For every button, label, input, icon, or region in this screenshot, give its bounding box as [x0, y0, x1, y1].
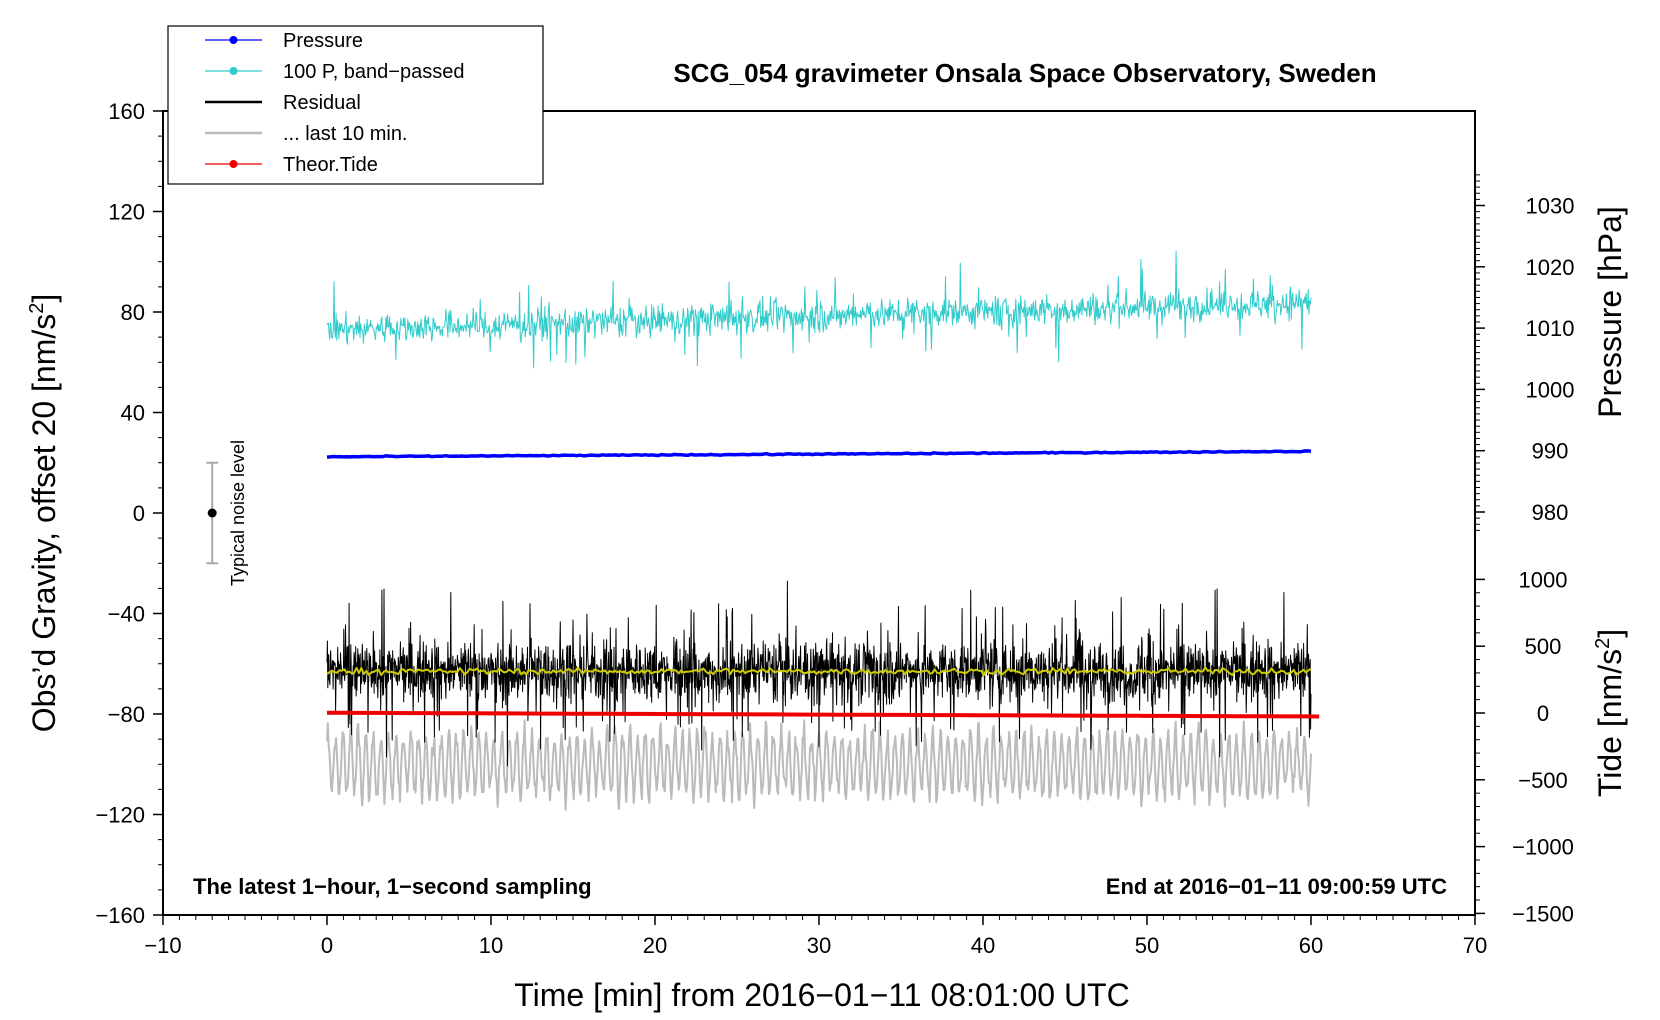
y-left-tick-label: −120: [95, 803, 145, 828]
noise-bar-center: [207, 508, 217, 518]
tide-axis-title: Tide [nm/s2]: [1592, 629, 1628, 797]
pressure-tick-label: 1020: [1526, 255, 1575, 280]
legend-box: [167, 25, 544, 185]
y-left-tick-label: −80: [108, 702, 145, 727]
y-left-tick-label: −160: [95, 903, 145, 928]
tide-tick-label: 1000: [1519, 567, 1568, 592]
x-tick-label: 70: [1463, 933, 1487, 958]
pressure-tick-label: 980: [1532, 500, 1569, 525]
legend-label: Pressure: [283, 30, 363, 52]
legend-label: ... last 10 min.: [283, 123, 408, 145]
x-tick-label: −10: [144, 933, 181, 958]
legend-marker: [229, 36, 238, 44]
x-axis-ticks: −10 0 10 20 30 40 50 60 70: [144, 915, 1487, 958]
tide-axis-ticks: 1000 500 0 −500 −1000 −1500: [1475, 567, 1574, 926]
x-tick-label: 40: [971, 933, 995, 958]
x-tick-label: 50: [1135, 933, 1159, 958]
tide-tick-label: 0: [1537, 701, 1549, 726]
x-axis-title: Time [min] from 2016−01−11 08:01:00 UTC: [514, 977, 1129, 1013]
pressure-axis-title: Pressure [hPa]: [1592, 206, 1628, 418]
pressure-axis-ticks: 1030 1020 1010 1000 990 980: [1475, 174, 1575, 531]
y-left-tick-label: −40: [108, 602, 145, 627]
legend-marker: [229, 67, 238, 75]
y-axis-left-ticks: 160 120 80 40 0 −40 −80 −120 −160: [95, 99, 163, 928]
tide-unit-sup: 2: [1592, 638, 1614, 649]
y-left-tick-label: 40: [121, 401, 145, 426]
annotation-sampling: The latest 1−hour, 1−second sampling: [193, 874, 592, 899]
pressure-tick-label: 1030: [1526, 194, 1575, 219]
legend-label: 100 P, band−passed: [283, 61, 464, 83]
pressure-line: [326, 449, 1312, 459]
noise-level-label: Typical noise level: [228, 440, 248, 586]
residual-line: [326, 580, 1312, 767]
legend-label: Theor.Tide: [283, 154, 378, 176]
left-unit-sup: 2: [26, 303, 48, 314]
tide-tick-label: −500: [1518, 768, 1568, 793]
legend: Pressure 100 P, band−passed Residual ... la…: [167, 25, 544, 185]
theoretical-tide-line: [326, 710, 1320, 719]
y-left-tick-label: 0: [133, 501, 145, 526]
pressure-tick-label: 1010: [1526, 316, 1575, 341]
x-tick-label: 20: [643, 933, 667, 958]
x-tick-label: 60: [1299, 933, 1323, 958]
band-passed-pressure-line: [326, 250, 1312, 369]
y-left-tick-label: 120: [108, 200, 145, 225]
legend-label: Residual: [283, 92, 361, 114]
noise-level-indicator: Typical noise level: [206, 440, 248, 586]
x-tick-label: 0: [321, 933, 333, 958]
x-tick-label: 30: [807, 933, 831, 958]
y-left-tick-label: 160: [108, 99, 145, 124]
chart-title: SCG_054 gravimeter Onsala Space Observat…: [673, 58, 1376, 88]
tide-tick-label: 500: [1525, 634, 1562, 659]
tide-tick-label: −1000: [1512, 835, 1574, 860]
legend-marker: [229, 160, 238, 168]
y-axis-left-title: Obs’d Gravity, offset 20 [nm/s2]: [26, 294, 62, 733]
series-layer: [326, 250, 1320, 811]
x-tick-label: 10: [479, 933, 503, 958]
y-left-tick-label: 80: [121, 300, 145, 325]
pressure-tick-label: 1000: [1526, 377, 1575, 402]
tide-tick-label: −1500: [1512, 901, 1574, 926]
pressure-tick-label: 990: [1532, 439, 1569, 464]
annotation-end-time: End at 2016−01−11 09:00:59 UTC: [1106, 874, 1447, 899]
smoothed-residual-line: [326, 666, 1312, 677]
